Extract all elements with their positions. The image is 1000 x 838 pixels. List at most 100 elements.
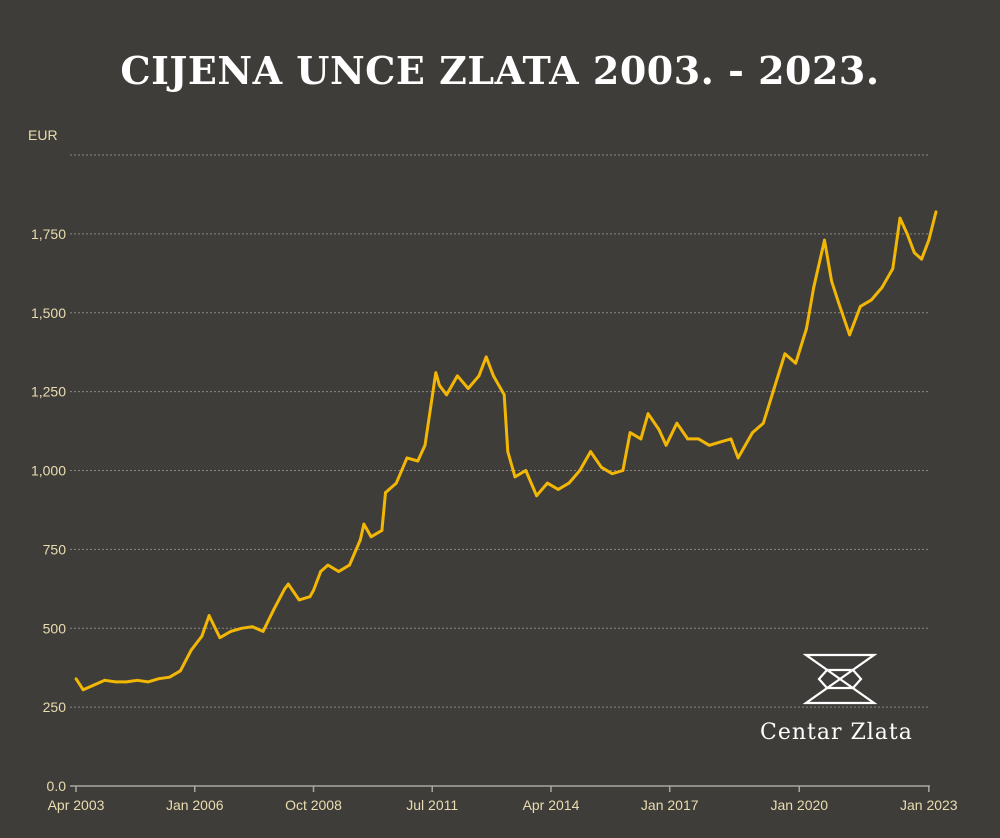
y-tick-label: 500 bbox=[43, 620, 67, 636]
gridlines bbox=[70, 154, 930, 708]
data-point bbox=[913, 251, 916, 255]
data-point bbox=[898, 216, 902, 220]
series-layer bbox=[74, 210, 938, 692]
y-tick-label: 250 bbox=[43, 699, 67, 715]
data-point bbox=[599, 465, 603, 469]
data-point bbox=[628, 431, 632, 435]
x-tick-label: Apr 2003 bbox=[48, 797, 105, 813]
data-point bbox=[250, 625, 254, 629]
data-point bbox=[445, 393, 449, 397]
data-point bbox=[513, 475, 517, 479]
data-point bbox=[589, 450, 592, 453]
data-point bbox=[639, 437, 643, 441]
data-point bbox=[492, 374, 495, 378]
data-point bbox=[207, 614, 211, 618]
data-point bbox=[218, 636, 222, 640]
data-point bbox=[229, 630, 233, 633]
y-tick-label: 1,000 bbox=[31, 463, 66, 479]
data-point bbox=[283, 587, 287, 591]
data-point bbox=[502, 393, 506, 397]
data-point bbox=[369, 535, 373, 539]
data-point bbox=[261, 630, 265, 633]
data-point bbox=[74, 677, 78, 681]
data-point bbox=[146, 680, 150, 684]
data-point bbox=[466, 387, 470, 390]
data-point bbox=[783, 352, 787, 356]
data-point bbox=[506, 450, 510, 453]
data-point bbox=[92, 683, 96, 687]
x-tick-label: Oct 2008 bbox=[285, 797, 342, 813]
data-point bbox=[697, 437, 700, 441]
x-tick-label: Jan 2017 bbox=[641, 797, 699, 813]
data-point bbox=[384, 491, 387, 494]
data-point bbox=[168, 675, 171, 679]
data-point bbox=[456, 374, 459, 378]
data-point bbox=[81, 688, 85, 692]
data-point bbox=[869, 298, 873, 302]
data-point bbox=[934, 210, 938, 214]
data-point bbox=[751, 431, 754, 435]
data-point bbox=[812, 286, 816, 289]
hourglass-logo-icon bbox=[803, 653, 877, 705]
data-point bbox=[830, 279, 834, 283]
data-point bbox=[905, 232, 909, 236]
data-point bbox=[326, 563, 330, 567]
data-point bbox=[312, 588, 315, 592]
data-point bbox=[358, 538, 362, 542]
data-point bbox=[794, 361, 798, 365]
data-point bbox=[286, 582, 290, 586]
data-point bbox=[729, 437, 733, 441]
data-point bbox=[891, 267, 895, 270]
data-point bbox=[675, 421, 679, 425]
data-point bbox=[189, 648, 193, 652]
chart-title: CIJENA UNCE ZLATA 2003. - 2023. bbox=[120, 48, 880, 93]
data-point bbox=[200, 634, 204, 638]
data-point bbox=[736, 456, 740, 460]
data-point bbox=[578, 469, 582, 472]
data-point bbox=[319, 570, 323, 573]
data-point bbox=[434, 371, 438, 375]
data-point bbox=[484, 355, 488, 359]
y-tick-label: 1,750 bbox=[31, 226, 66, 242]
data-point bbox=[362, 522, 366, 526]
data-point bbox=[178, 669, 182, 673]
data-point bbox=[337, 570, 341, 573]
data-point bbox=[837, 301, 841, 305]
data-point bbox=[297, 598, 301, 602]
data-point bbox=[416, 459, 420, 463]
data-point bbox=[567, 481, 571, 485]
data-point bbox=[380, 529, 384, 532]
data-point bbox=[394, 481, 398, 485]
y-tick-label: 750 bbox=[43, 541, 67, 557]
data-point bbox=[927, 238, 931, 242]
y-axis-ticks: 0.0 250 500 750 1,000 1,250 1,500 1,750 bbox=[31, 226, 66, 794]
data-point bbox=[848, 333, 852, 337]
data-point bbox=[135, 678, 139, 682]
data-point bbox=[686, 437, 690, 441]
data-point bbox=[438, 383, 441, 387]
x-tick-label: Jan 2023 bbox=[900, 797, 958, 813]
data-point bbox=[114, 680, 117, 684]
y-tick-label: 0.0 bbox=[47, 778, 67, 794]
data-point bbox=[405, 456, 409, 460]
series-line bbox=[74, 211, 938, 692]
data-point bbox=[621, 469, 625, 472]
x-axis-ticks: Apr 2003 Jan 2006 Oct 2008 Jul 2011 Apr 2014… bbox=[48, 786, 958, 813]
x-tick-label: Jan 2020 bbox=[770, 797, 828, 813]
data-point bbox=[880, 286, 884, 289]
data-point bbox=[308, 595, 312, 599]
data-point bbox=[103, 678, 107, 682]
y-tick-label: 1,250 bbox=[31, 384, 66, 400]
data-point bbox=[823, 238, 826, 242]
data-point bbox=[743, 443, 747, 447]
data-point bbox=[657, 428, 661, 431]
data-point bbox=[477, 374, 481, 378]
data-point bbox=[524, 469, 528, 472]
data-point bbox=[157, 677, 161, 681]
data-point bbox=[707, 443, 711, 447]
data-point bbox=[859, 305, 862, 308]
x-tick-label: Jul 2011 bbox=[406, 797, 458, 813]
data-point bbox=[556, 488, 560, 491]
data-point bbox=[610, 472, 614, 476]
